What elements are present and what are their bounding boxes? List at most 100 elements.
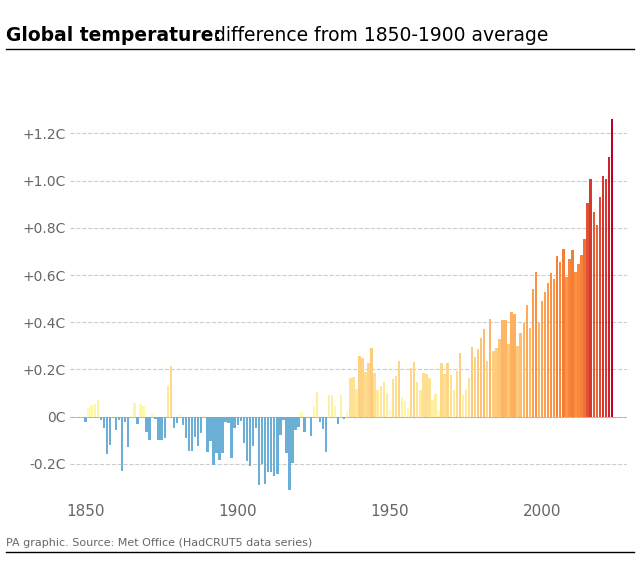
Bar <box>471 347 473 417</box>
Bar <box>388 410 391 417</box>
Bar <box>334 406 337 417</box>
Bar <box>547 282 549 417</box>
Bar <box>410 368 412 417</box>
Bar <box>218 417 221 460</box>
Bar <box>553 279 556 417</box>
Bar <box>376 390 379 417</box>
Bar <box>225 417 227 422</box>
Bar <box>276 417 278 474</box>
Bar <box>495 348 497 417</box>
Bar <box>404 401 406 417</box>
Bar <box>459 353 461 417</box>
Bar <box>498 339 500 417</box>
Bar <box>605 179 607 417</box>
Bar <box>568 259 571 417</box>
Bar <box>395 375 397 417</box>
Bar <box>483 329 485 417</box>
Bar <box>215 417 218 453</box>
Bar <box>480 338 483 417</box>
Bar <box>525 305 528 417</box>
Bar <box>346 412 349 417</box>
Bar <box>252 417 254 446</box>
Bar <box>343 417 346 419</box>
Bar <box>544 292 547 417</box>
Bar <box>130 416 132 417</box>
Bar <box>398 361 400 417</box>
Bar <box>538 323 540 417</box>
Bar <box>246 417 248 461</box>
Bar <box>267 417 269 472</box>
Bar <box>258 417 260 484</box>
Bar <box>212 417 214 465</box>
Bar <box>145 417 148 432</box>
Bar <box>102 417 105 428</box>
Bar <box>203 415 205 417</box>
Bar <box>206 417 209 452</box>
Bar <box>534 272 537 417</box>
Bar <box>486 361 488 417</box>
Bar <box>200 417 202 433</box>
Bar <box>492 351 495 417</box>
Bar <box>456 371 458 417</box>
Bar <box>431 400 434 417</box>
Bar <box>374 373 376 417</box>
Bar <box>489 319 492 417</box>
Bar <box>361 358 364 417</box>
Bar <box>154 417 157 420</box>
Bar <box>115 417 117 430</box>
Bar <box>234 417 236 428</box>
Bar <box>422 373 424 417</box>
Bar <box>520 333 522 417</box>
Bar <box>435 394 436 417</box>
Bar <box>562 249 564 417</box>
Bar <box>522 323 525 417</box>
Bar <box>349 378 351 417</box>
Bar <box>449 375 452 417</box>
Bar <box>279 417 282 435</box>
Bar <box>221 417 224 453</box>
Text: PA graphic. Source: Met Office (HadCRUT5 data series): PA graphic. Source: Met Office (HadCRUT5… <box>6 538 313 548</box>
Bar <box>197 417 200 447</box>
Bar <box>243 417 245 443</box>
Bar <box>532 289 534 417</box>
Bar <box>179 414 181 417</box>
Bar <box>237 417 239 425</box>
Bar <box>136 417 138 424</box>
Bar <box>383 382 385 417</box>
Bar <box>173 417 175 428</box>
Bar <box>310 417 312 436</box>
Bar <box>337 417 339 424</box>
Bar <box>468 378 470 417</box>
Bar <box>367 363 370 417</box>
Bar <box>100 417 102 420</box>
Bar <box>209 417 212 441</box>
Bar <box>282 417 285 420</box>
Bar <box>355 389 358 417</box>
Bar <box>97 401 99 417</box>
Bar <box>249 417 251 466</box>
Bar <box>90 405 93 417</box>
Bar <box>510 312 513 417</box>
Bar <box>142 406 145 417</box>
Bar <box>331 395 333 417</box>
Bar <box>239 417 242 421</box>
Bar <box>559 262 561 417</box>
Bar <box>386 393 388 417</box>
Bar <box>407 409 410 417</box>
Bar <box>584 239 586 417</box>
Text: difference from 1850-1900 average: difference from 1850-1900 average <box>208 26 548 45</box>
Bar <box>608 157 610 417</box>
Bar <box>230 417 233 457</box>
Bar <box>425 374 428 417</box>
Bar <box>593 212 595 417</box>
Bar <box>161 417 163 440</box>
Bar <box>611 119 613 417</box>
Bar <box>294 417 297 430</box>
Bar <box>88 408 90 417</box>
Bar <box>133 404 136 417</box>
Bar <box>565 277 568 417</box>
Bar <box>477 349 479 417</box>
Bar <box>444 374 446 417</box>
Bar <box>516 346 519 417</box>
Bar <box>401 398 403 417</box>
